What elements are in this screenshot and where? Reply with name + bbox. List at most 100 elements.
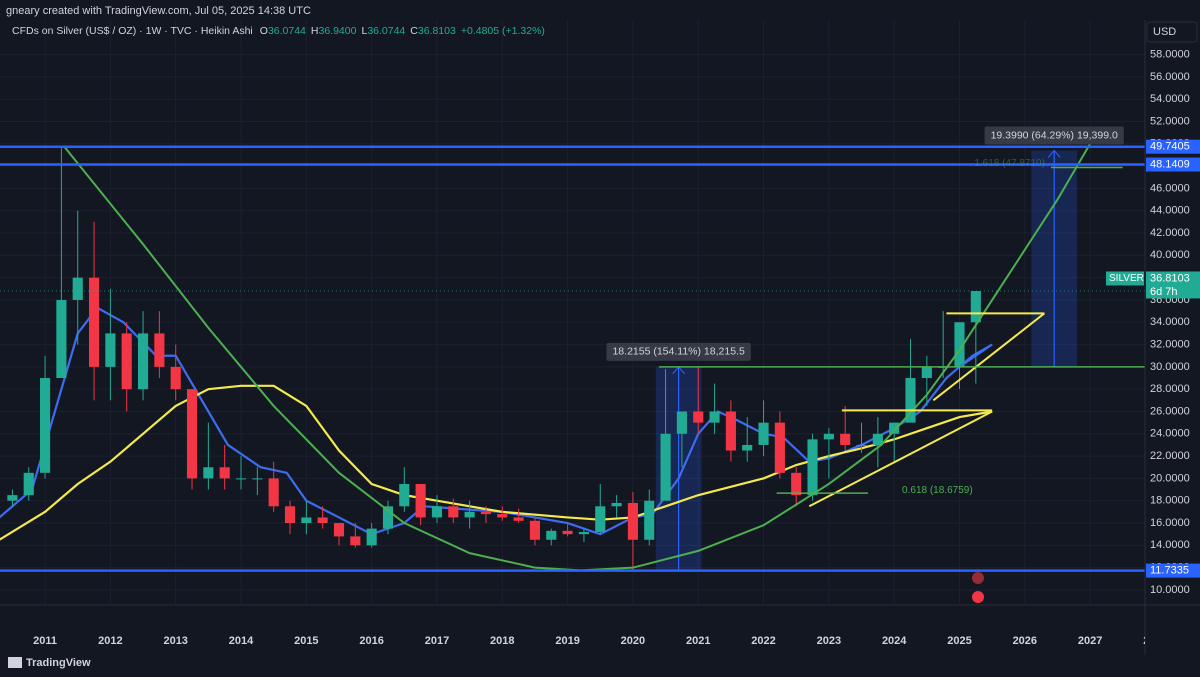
y-tick-label: 10.0000 <box>1150 584 1190 596</box>
logo <box>8 657 22 668</box>
fib-label: 0.618 (18.6759) <box>902 485 973 496</box>
x-tick-label: 2017 <box>425 635 449 647</box>
candle-body <box>235 478 247 480</box>
price-tag <box>1146 157 1200 172</box>
countdown: 6d 7h <box>1150 286 1178 298</box>
y-tick-label: 16.0000 <box>1150 517 1190 529</box>
x-tick-label: 2014 <box>229 635 254 647</box>
candle-body <box>464 511 475 518</box>
candle-body <box>562 530 573 535</box>
candle-body <box>137 333 149 390</box>
currency: USD <box>1153 26 1176 38</box>
candle-body <box>7 495 18 501</box>
y-tick-label: 52.0000 <box>1150 115 1190 127</box>
candle-body <box>56 299 67 379</box>
plot <box>0 143 1145 572</box>
candle-body <box>660 433 671 501</box>
y-tick-label: 24.0000 <box>1150 428 1190 440</box>
x-tick-label: 2025 <box>947 635 971 647</box>
candle-body <box>627 502 638 540</box>
candle-body <box>774 422 785 473</box>
x-tick-label: 2024 <box>882 635 907 647</box>
candle-body <box>480 511 492 515</box>
candle-body <box>872 433 883 445</box>
y-tick-label: 54.0000 <box>1150 93 1190 105</box>
x-tick-label: 2016 <box>359 635 383 647</box>
candle-body <box>431 506 443 518</box>
legend-value: 36.0744 <box>268 25 306 37</box>
y-tick-label: 46.0000 <box>1150 182 1190 194</box>
legend-value: 36.9400 <box>319 25 357 37</box>
x-tick-label: 2027 <box>1078 635 1102 647</box>
candle-body <box>350 536 361 546</box>
y-tick-label: 44.0000 <box>1150 205 1190 217</box>
event-icon[interactable] <box>972 572 984 584</box>
legend-value: 36.8103 <box>418 25 456 37</box>
x-tick-label: 2021 <box>686 635 710 647</box>
y-tick-label: 32.0000 <box>1150 338 1190 350</box>
candle-body <box>121 333 132 390</box>
candle-body <box>105 333 116 367</box>
y-tick-label: 34.0000 <box>1150 316 1190 328</box>
candle-body <box>676 411 687 434</box>
y-tick-label: 22.0000 <box>1150 450 1190 462</box>
candle-body <box>529 520 541 540</box>
candle-body <box>611 502 622 507</box>
x-tick-label: 2018 <box>490 635 514 647</box>
candle-body <box>791 472 802 496</box>
event-icon[interactable] <box>972 591 984 603</box>
price-tag <box>1146 563 1200 578</box>
legend-key: O <box>260 25 268 37</box>
price-tag-label: 49.7405 <box>1150 141 1190 153</box>
candle-body <box>546 530 557 540</box>
measure-label-bg <box>606 342 751 361</box>
measure-label: 19.3990 (64.29%) 19,399.0 <box>991 129 1118 141</box>
y-tick-label: 28.0000 <box>1150 383 1190 395</box>
currency-box[interactable] <box>1146 21 1198 43</box>
candle-body <box>301 517 312 524</box>
trend-line <box>932 312 1046 402</box>
price-axis: 10.000012.000014.000016.000018.000020.00… <box>1146 48 1200 596</box>
x-tick-label: 2012 <box>98 635 122 647</box>
candle-body <box>23 472 34 496</box>
candle-body <box>889 422 900 434</box>
candle-body <box>317 517 328 524</box>
candle-body <box>366 528 377 546</box>
candle-body <box>415 483 426 518</box>
y-tick-label: 42.0000 <box>1150 227 1190 239</box>
trend-line <box>63 143 1091 572</box>
candle-body <box>72 277 83 300</box>
legend-change: +0.4805 (+1.32%) <box>461 25 545 37</box>
legend-key: C <box>410 25 418 37</box>
candle-body <box>268 478 279 507</box>
candle-body <box>840 433 851 445</box>
candle-body <box>284 506 296 524</box>
candle-body <box>333 523 345 537</box>
candle-body <box>203 467 214 479</box>
candle-body <box>693 411 704 423</box>
candle-body <box>186 389 198 479</box>
legend-value: 36.0744 <box>367 25 405 37</box>
candle-body <box>644 500 655 540</box>
candle-body <box>219 467 230 479</box>
brand: TradingView <box>26 657 91 669</box>
legend-key: L <box>361 25 367 37</box>
candle-body <box>970 291 981 323</box>
x-tick-label: 2015 <box>294 635 318 647</box>
candle-body <box>954 322 965 367</box>
trend-line <box>958 343 993 368</box>
candle-body <box>807 439 818 496</box>
candle-body <box>513 517 524 521</box>
legend: CFDs on Silver (US$ / OZ) · 1W · TVC · H… <box>12 25 545 37</box>
x-tick-label: 2028 <box>1143 635 1167 647</box>
y-tick-label: 18.0000 <box>1150 495 1190 507</box>
candle-body <box>88 277 100 367</box>
candle-body <box>40 378 51 473</box>
candle-body <box>905 378 916 423</box>
candle-body <box>709 411 720 423</box>
price-tag <box>1146 271 1200 286</box>
symbol-title: CFDs on Silver (US$ / OZ) · 1W · TVC · H… <box>12 25 253 37</box>
x-tick-label: 2013 <box>163 635 187 647</box>
time-axis: 2011 2012 2013 2014 2015 2016 2017 2018 2019 2020… <box>33 635 1167 647</box>
